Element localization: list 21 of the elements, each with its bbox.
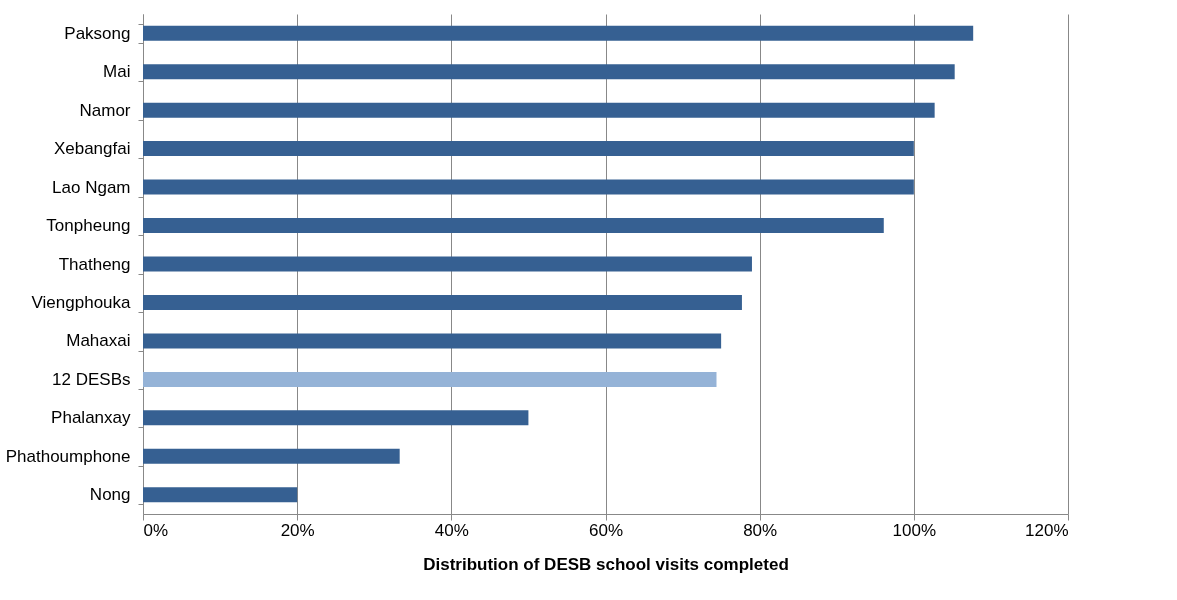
- y-tick-label: Mai: [103, 62, 131, 82]
- x-tick-label: 60%: [588, 520, 624, 540]
- y-tick-label: Thatheng: [58, 254, 131, 274]
- x-tick-label: 120%: [1025, 520, 1069, 540]
- x-tick-label: 100%: [892, 520, 937, 540]
- y-tick-label: Paksong: [64, 23, 131, 43]
- x-tick-label: 0%: [143, 520, 169, 540]
- x-tick-label: 20%: [280, 520, 315, 540]
- y-tick-label: Phalanxay: [51, 408, 131, 428]
- y-tick-label: Viengphouka: [31, 292, 132, 312]
- y-tick-label: Nong: [89, 485, 131, 505]
- x-axis-title: Distribution of DESB school visits completed: [423, 554, 789, 574]
- y-tick-label: Xebangfai: [53, 139, 131, 159]
- x-tick-label: 40%: [434, 520, 469, 540]
- y-tick-label: Tonpheung: [46, 216, 131, 236]
- y-tick-label: Namor: [79, 100, 131, 120]
- x-tick-label: 80%: [743, 520, 778, 540]
- y-tick-label: Phathoumphone: [5, 446, 131, 466]
- y-tick-label: Lao Ngam: [52, 177, 131, 197]
- y-tick-label: 12 DESBs: [52, 369, 131, 389]
- y-tick-label: Mahaxai: [66, 331, 131, 351]
